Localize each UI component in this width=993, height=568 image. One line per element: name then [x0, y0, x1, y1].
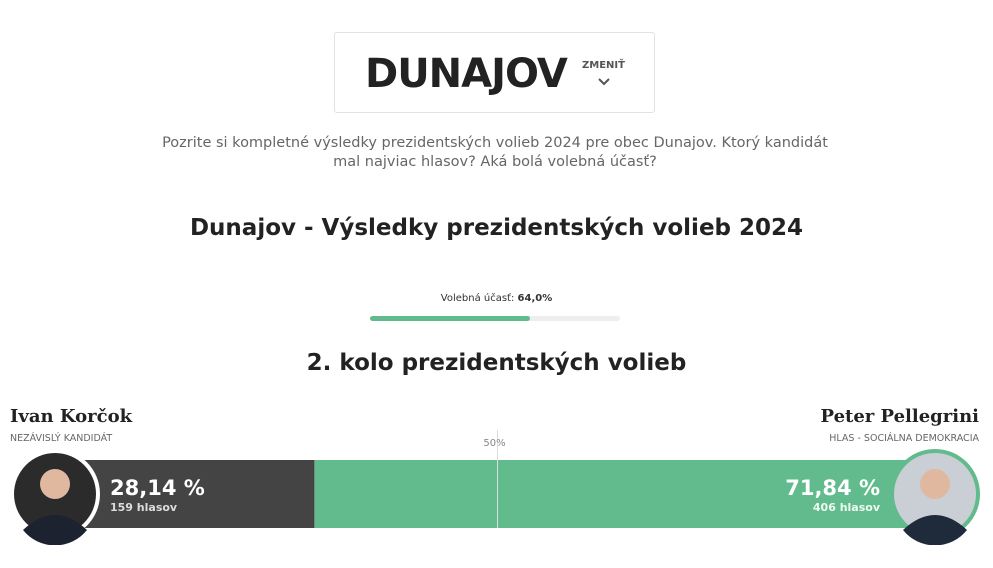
midpoint-label: 50% — [483, 438, 505, 449]
city-title: DUNAJOV — [365, 51, 568, 97]
candidate-party: HLAS - SOCIÁLNA DEMOKRACIA — [829, 433, 979, 444]
photo-body — [903, 515, 967, 545]
city-selector[interactable]: DUNAJOV ZMENIŤ — [334, 32, 655, 113]
share-label: 28,14 % — [110, 476, 205, 500]
votes-label: 159 hlasov — [110, 501, 178, 514]
candidate-party: NEZÁVISLÝ KANDIDÁT — [10, 433, 113, 444]
candidate-name: Peter Pellegrini — [820, 406, 979, 427]
candidate-name: Ivan Korčok — [10, 406, 133, 427]
turnout-text: Volebná účasť: 64,0% — [0, 293, 993, 304]
candidate-photo — [10, 449, 100, 545]
results-title: Dunajov - Výsledky prezidentských volieb… — [189, 215, 804, 241]
photo-head — [40, 469, 70, 499]
turnout-value: 64,0% — [517, 293, 553, 304]
photo-body — [23, 515, 87, 545]
candidate-photo — [890, 449, 980, 545]
turnout-fill — [370, 316, 530, 321]
round-title: 2. kolo prezidentských volieb — [306, 350, 687, 376]
results-bar: 50% 28,14 %159 hlasov 71,84 %406 hlasov — [10, 430, 980, 545]
bar-segment — [79, 460, 315, 528]
chevron — [598, 78, 610, 86]
turnout-bar — [370, 316, 620, 321]
change-button[interactable]: ZMENIŤ — [582, 60, 625, 71]
share-label: 71,84 % — [785, 476, 880, 500]
turnout-label: Volebná účasť: — [440, 293, 515, 304]
photo-head — [920, 469, 950, 499]
bar-segment — [314, 460, 916, 528]
intro-text: Pozrite si kompletné výsledky prezidents… — [162, 135, 828, 170]
votes-label: 406 hlasov — [813, 501, 881, 514]
